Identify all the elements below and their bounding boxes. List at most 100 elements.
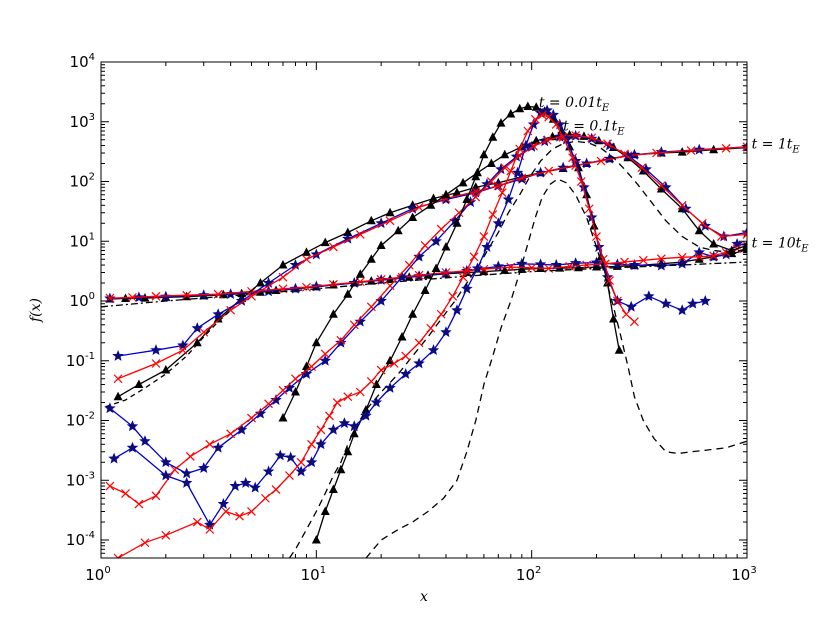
- data-point-star: [655, 146, 668, 158]
- x-tick-label: 103: [731, 565, 756, 584]
- data-point-x: [134, 499, 144, 509]
- data-point-star: [370, 396, 383, 408]
- data-point-triangle: [441, 242, 451, 251]
- y-tick-exponent: -1: [85, 351, 95, 362]
- data-point-x: [247, 291, 256, 301]
- data-point-star: [601, 271, 614, 283]
- data-point-x: [448, 291, 458, 301]
- data-point-triangle: [161, 365, 171, 374]
- data-point-triangle: [428, 193, 438, 202]
- data-point-x: [332, 398, 342, 407]
- data-point-x: [205, 525, 215, 534]
- series-3: [101, 261, 747, 308]
- data-point-x: [694, 252, 704, 262]
- y-tick-label: 10-3: [66, 470, 95, 489]
- y-tick-exponent: -4: [85, 530, 95, 541]
- data-point-x: [497, 188, 507, 198]
- data-point-x: [151, 291, 161, 301]
- data-point-star: [274, 449, 286, 461]
- data-point-star: [516, 257, 528, 269]
- data-point-x: [612, 296, 622, 306]
- data-point-star: [440, 326, 452, 338]
- data-point-star: [315, 438, 327, 450]
- data-point-x: [677, 252, 687, 262]
- data-point-x: [105, 481, 115, 491]
- y-tick-exponent: -2: [85, 411, 95, 422]
- data-point-x: [576, 177, 586, 186]
- data-point-triangle: [320, 506, 330, 516]
- x-tick-base: 10: [301, 566, 320, 584]
- y-tick-base: 10: [70, 232, 89, 250]
- data-point-x: [469, 252, 479, 262]
- data-point-triangle: [328, 309, 338, 318]
- data-point-star: [593, 240, 605, 252]
- data-point-triangle: [638, 165, 648, 175]
- data-point-x: [226, 429, 236, 439]
- data-point-x: [565, 261, 575, 271]
- annotation-subscript: E: [791, 144, 800, 155]
- y-tick-exponent: 1: [89, 231, 95, 242]
- data-point-x: [527, 263, 537, 273]
- data-point-triangle: [343, 289, 353, 298]
- data-point-x: [401, 351, 411, 361]
- y-tick-base: 10: [70, 53, 89, 71]
- data-point-star: [660, 297, 672, 309]
- y-tick-base: 10: [66, 531, 85, 549]
- x-axis-title: x: [420, 589, 428, 605]
- data-point-star: [295, 465, 307, 477]
- y-tick-base: 10: [66, 412, 85, 430]
- data-point-x: [697, 218, 707, 228]
- data-point-x: [302, 254, 311, 264]
- annotation-subscript: E: [601, 103, 610, 114]
- data-point-x: [488, 210, 498, 219]
- series-line: [105, 309, 232, 408]
- data-point-x: [343, 392, 353, 402]
- data-point-star: [360, 409, 372, 421]
- data-point-x: [486, 177, 496, 186]
- curve-annotation: t = 10tE: [752, 236, 810, 255]
- series-10: [105, 131, 747, 509]
- data-point-x: [471, 192, 481, 202]
- data-point-x: [542, 135, 552, 145]
- data-point-star: [270, 393, 282, 405]
- ticks-layer: [100, 61, 748, 559]
- data-point-triangle: [278, 413, 288, 422]
- data-point-triangle: [192, 337, 202, 347]
- data-point-triangle: [479, 149, 489, 159]
- data-point-x: [355, 387, 365, 397]
- data-point-triangle: [355, 269, 365, 278]
- data-point-triangle: [441, 189, 451, 199]
- data-point-x: [721, 143, 731, 153]
- data-point-star: [300, 367, 313, 379]
- data-point-star: [541, 104, 553, 116]
- data-point-star: [198, 462, 210, 473]
- data-point-triangle: [531, 135, 541, 145]
- data-point-x: [414, 270, 424, 280]
- series-line: [109, 134, 747, 505]
- x-tick-label: 101: [301, 565, 326, 584]
- data-point-x: [515, 144, 525, 154]
- data-point-star: [687, 297, 699, 309]
- data-point-x: [500, 163, 510, 173]
- series-line: [117, 114, 635, 558]
- data-point-star: [492, 217, 505, 229]
- data-point-x: [598, 254, 608, 264]
- data-point-star: [396, 271, 408, 283]
- y-tick-label: 10-1: [66, 351, 95, 370]
- data-point-x: [621, 309, 631, 319]
- data-point-star: [481, 240, 493, 252]
- data-point-star: [126, 441, 139, 453]
- data-point-x: [638, 255, 648, 265]
- data-point-triangle: [311, 337, 321, 347]
- data-point-triangle: [397, 331, 407, 341]
- data-point-x: [404, 260, 414, 270]
- data-point-triangle: [462, 194, 472, 203]
- data-point-x: [247, 413, 256, 423]
- data-point-star: [212, 308, 224, 320]
- data-point-triangle: [343, 446, 353, 456]
- data-point-x: [506, 262, 516, 272]
- data-point-x: [458, 272, 468, 282]
- data-point-triangle: [420, 285, 430, 294]
- tick-labels-layer: 100 101 102 10310-410-310-210-1100101102103…: [66, 52, 757, 584]
